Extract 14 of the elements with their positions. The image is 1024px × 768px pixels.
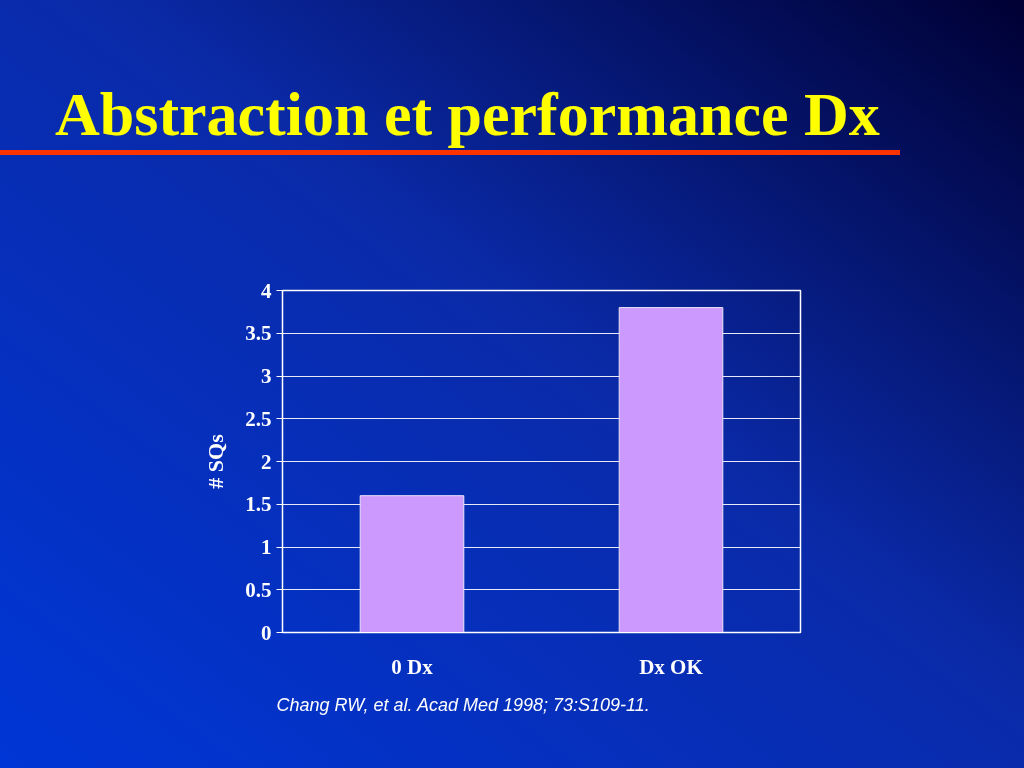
chart-title: Abstraction et performance Dx	[55, 79, 880, 149]
y-axis-title: # SQs	[203, 433, 229, 489]
y-tick-label: 0.5	[245, 577, 272, 602]
y-tick-label: 4	[261, 278, 272, 303]
y-tick-label: 2.5	[245, 406, 272, 431]
text: Chang RW, et al. Acad Med 1998; 73:S109-11.	[276, 694, 650, 715]
y-tick-label: 3.5	[245, 321, 272, 346]
y-tick-label: 1.5	[245, 492, 272, 517]
y-tick-label: 3	[261, 364, 272, 388]
x-tick-label: 0 Dx	[391, 654, 434, 679]
y-tick-label: 1	[261, 535, 272, 559]
x-tick-label: Dx OK	[639, 654, 704, 679]
y-tick-label: 0	[261, 620, 272, 645]
y-tick-label: 2	[261, 449, 272, 474]
